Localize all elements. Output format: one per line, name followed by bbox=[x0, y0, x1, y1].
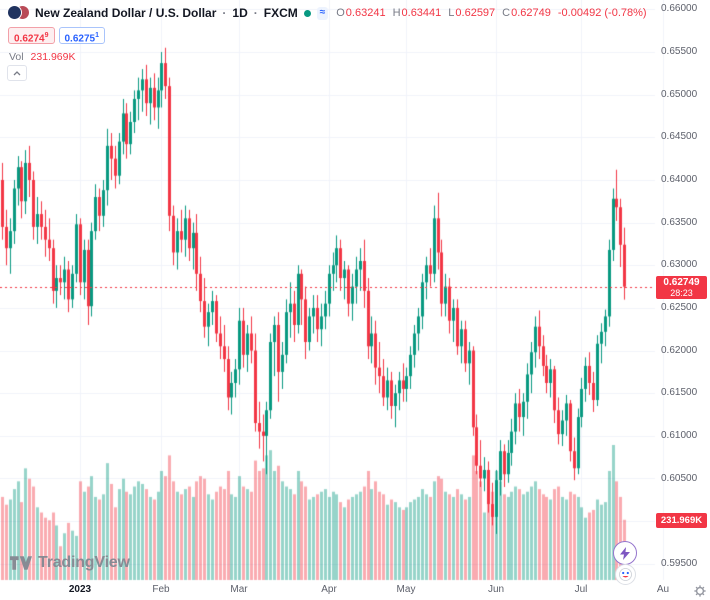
price-axis-label: 0.65500 bbox=[661, 46, 698, 58]
currency-pair-logo-icon bbox=[8, 6, 29, 20]
price-axis-label: 0.61500 bbox=[661, 387, 698, 399]
ohlc-readout: O 0.63241 H 0.63441 L 0.62597 C 0.62749 -0.0… bbox=[336, 7, 646, 19]
price-axis-label: 0.62500 bbox=[661, 301, 698, 313]
change-value: -0.00492 (-0.78%) bbox=[557, 7, 647, 19]
last-price-tag-value: 0.62749 bbox=[663, 276, 700, 288]
bar-countdown: 28:23 bbox=[670, 287, 693, 298]
bid-price-badge[interactable]: 0.62749 bbox=[8, 27, 55, 44]
price-axis-label: 0.66000 bbox=[661, 3, 698, 15]
price-axis-label: 0.62000 bbox=[661, 344, 698, 356]
reactions-button[interactable] bbox=[615, 564, 636, 585]
price-axis-label: 0.61000 bbox=[661, 429, 698, 441]
price-axis-label: 0.60500 bbox=[661, 472, 698, 484]
exchange-label: FXCM bbox=[263, 6, 298, 20]
high-label: H bbox=[392, 7, 401, 19]
time-axis-label: Jun bbox=[487, 584, 505, 595]
price-axis-label: 0.63500 bbox=[661, 216, 698, 228]
pane-collapse-button[interactable] bbox=[7, 65, 27, 81]
symbol-title[interactable]: New Zealand Dollar / U.S. Dollar bbox=[35, 6, 217, 20]
bid-ask-badges: 0.62749 0.62751 bbox=[8, 27, 105, 44]
low-value: 0.62597 bbox=[455, 7, 496, 19]
lightning-bolt-icon bbox=[620, 546, 630, 560]
time-axis-label: Apr bbox=[321, 584, 337, 595]
volume-indicator-row[interactable]: Vol 231.969K bbox=[9, 51, 76, 63]
open-value: 0.63241 bbox=[345, 7, 386, 19]
tradingview-mark-icon bbox=[10, 556, 32, 570]
tradingview-wordmark: TradingView bbox=[38, 554, 130, 571]
price-axis-label: 0.63000 bbox=[661, 259, 698, 271]
price-axis[interactable]: 0.66000 0.65500 0.65000 0.64500 0.64000 0.635… bbox=[655, 0, 710, 580]
nzd-flag-icon bbox=[8, 6, 21, 19]
quick-trade-button[interactable] bbox=[613, 541, 637, 565]
price-axis-label: 0.64000 bbox=[661, 173, 698, 185]
time-axis-label: 2023 bbox=[68, 584, 92, 595]
low-label: L bbox=[448, 7, 455, 19]
wave-icon[interactable]: ≈ bbox=[316, 6, 329, 20]
chevron-up-icon bbox=[13, 70, 21, 75]
title-separator: · bbox=[253, 6, 258, 20]
high-value: 0.63441 bbox=[401, 7, 442, 19]
last-volume-tag: 231.969K bbox=[656, 512, 707, 528]
gear-icon bbox=[694, 585, 706, 597]
time-axis-label: Au bbox=[656, 584, 670, 595]
market-status-dot-icon[interactable] bbox=[303, 9, 311, 17]
time-axis-label: May bbox=[396, 584, 416, 595]
tradingview-logo[interactable]: TradingView bbox=[10, 554, 130, 572]
close-value: 0.62749 bbox=[511, 7, 551, 19]
last-price-tag: 0.62749 28:23 bbox=[656, 275, 707, 299]
volume-label: Vol bbox=[9, 51, 24, 63]
title-separator: · bbox=[222, 6, 227, 20]
ask-price-badge[interactable]: 0.62751 bbox=[58, 27, 105, 44]
timeframe-label[interactable]: 1D bbox=[232, 6, 248, 20]
time-axis-label: Jul bbox=[574, 584, 588, 595]
axis-settings-button[interactable] bbox=[694, 584, 706, 600]
time-axis-label: Mar bbox=[230, 584, 248, 595]
chart-legend: New Zealand Dollar / U.S. Dollar · 1D · … bbox=[8, 6, 647, 20]
volume-value: 231.969K bbox=[30, 51, 76, 63]
emoji-icon bbox=[619, 568, 632, 581]
price-axis-label: 0.65000 bbox=[661, 88, 698, 100]
open-label: O bbox=[336, 7, 345, 19]
price-axis-label: 0.59500 bbox=[661, 557, 698, 569]
close-label: C bbox=[502, 7, 511, 19]
price-axis-label: 0.64500 bbox=[661, 131, 698, 143]
time-axis[interactable]: 2023 Feb Mar Apr May Jun Jul Au bbox=[0, 581, 710, 600]
time-axis-label: Feb bbox=[152, 584, 170, 595]
